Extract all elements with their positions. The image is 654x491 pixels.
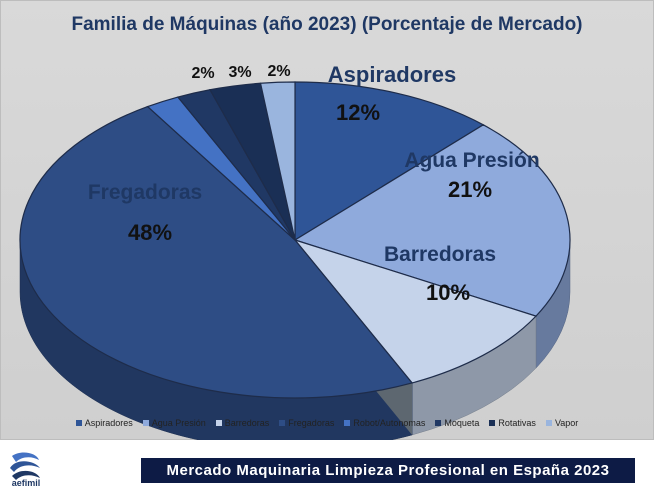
legend-swatch <box>545 420 552 426</box>
pie-slice-agua-presion <box>293 124 571 317</box>
legend-item: Aspiradores <box>75 418 133 428</box>
legend-label: Aspiradores <box>84 418 133 428</box>
legend-label: Moqueta <box>444 418 480 428</box>
footer-banner: Mercado Maquinaria Limpieza Profesional … <box>141 458 635 483</box>
legend-label: Robot/Autonomas <box>353 418 426 428</box>
pie-slice-fregadoras <box>19 105 414 399</box>
aefimil-logo-icon <box>10 452 40 480</box>
legend-swatch <box>344 420 351 426</box>
legend-label: Barredoras <box>224 418 270 428</box>
legend-label: Agua Presión <box>151 418 206 428</box>
legend-item: Vapor <box>545 418 579 428</box>
legend-swatch <box>142 420 149 426</box>
slice-category-label: Aspiradores <box>328 62 456 87</box>
legend-item: Rotativas <box>489 418 536 428</box>
pie-slice-vapor <box>259 81 296 241</box>
legend-swatch <box>435 420 442 426</box>
slice-value-label: 2% <box>191 65 214 82</box>
legend-label: Vapor <box>554 418 579 428</box>
slice-value-label: 10% <box>426 280 470 305</box>
legend-swatch <box>215 420 222 426</box>
legend-item: Moqueta <box>435 418 479 428</box>
slice-category-label: Fregadoras <box>88 181 202 204</box>
slice-value-label: 21% <box>448 177 492 202</box>
legend-swatch <box>75 420 82 426</box>
legend-item: Barredoras <box>215 418 270 428</box>
slice-value-label: 3% <box>228 64 251 81</box>
slice-value-label: 48% <box>128 220 172 245</box>
legend-item: Robot/Autonomas <box>344 418 425 428</box>
slice-category-label: Barredoras <box>384 243 496 266</box>
slice-category-label: Agua Presión <box>404 149 539 172</box>
slice-value-label: 2% <box>267 63 290 80</box>
legend-swatch <box>489 420 496 426</box>
logo-text: aefimil <box>11 478 41 488</box>
legend-label: Rotativas <box>498 418 536 428</box>
pie-slice-aspiradores <box>294 81 485 242</box>
chart-title: Familia de Máquinas (año 2023) (Porcenta… <box>71 14 583 35</box>
pie-slice-barredoras <box>293 238 538 384</box>
legend-label: Fregadoras <box>288 418 335 428</box>
chart-legend: Aspiradores Agua Presión Barredoras Fregado… <box>0 418 654 428</box>
legend-item: Fregadoras <box>279 418 334 428</box>
pie-chart: Aspiradores 12% Agua Presión 21% Barredoras 1… <box>19 62 571 440</box>
slice-value-label: 12% <box>336 100 380 125</box>
legend-swatch <box>279 420 286 426</box>
legend-item: Agua Presión <box>142 418 206 428</box>
